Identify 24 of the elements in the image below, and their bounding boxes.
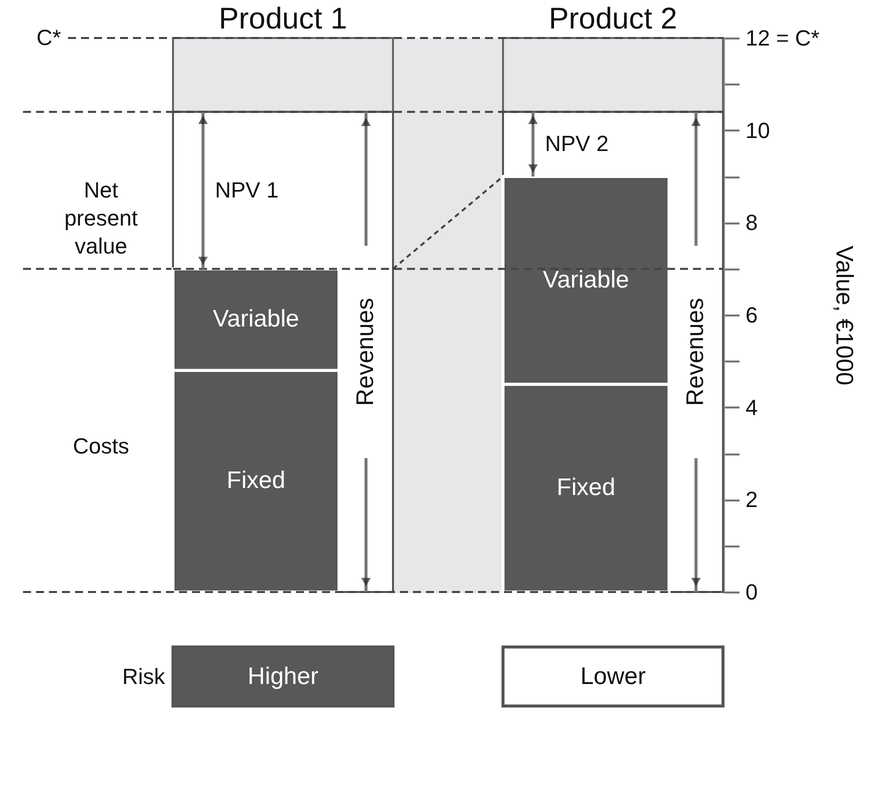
series-label: Fixed <box>226 467 286 494</box>
text: Fixed <box>556 474 616 502</box>
annotation: NPV 1 <box>215 177 279 202</box>
y-axis-title: Value, €1000 <box>830 246 858 386</box>
ref-line-label: C* <box>36 25 62 50</box>
x-tick-label: Product 1 <box>218 2 348 36</box>
y-tick-label: 4 <box>746 394 758 420</box>
y-tick-label: 8 <box>746 210 758 236</box>
y-tick-label: 10 <box>746 118 770 143</box>
series-label: Variable <box>212 306 300 333</box>
text: Lower <box>580 663 646 690</box>
text: Higher <box>248 663 318 690</box>
text: Risk <box>122 664 166 689</box>
y-tick-label: 6 <box>746 302 758 328</box>
y-tick-label: 2 <box>746 487 758 512</box>
annotation: NPV 2 <box>545 131 609 156</box>
y-tick-label: 12 = C* <box>746 26 820 50</box>
text: Variable <box>542 266 630 294</box>
text: Costs <box>72 434 130 459</box>
y-tick-label: 0 <box>746 580 758 604</box>
text: Revenues <box>682 298 709 406</box>
text: Net present value <box>64 177 138 258</box>
series-label: Revenues <box>352 298 379 406</box>
x-tick-label: Product 2 <box>548 2 678 36</box>
